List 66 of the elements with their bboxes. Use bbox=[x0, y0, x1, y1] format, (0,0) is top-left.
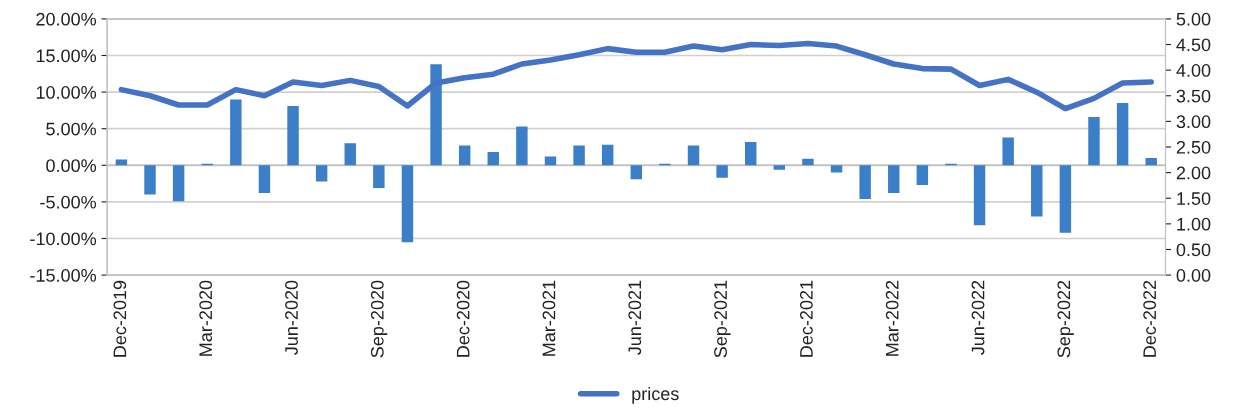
bar bbox=[745, 141, 757, 166]
y2-tick-label: 5.00 bbox=[1176, 12, 1211, 26]
x-tick-label: Jun-2022 bbox=[971, 280, 985, 355]
x-tick-label: Mar-2021 bbox=[542, 280, 556, 356]
x-tick-label: Dec-2021 bbox=[799, 280, 813, 357]
bar bbox=[1088, 116, 1100, 166]
bar bbox=[458, 145, 471, 166]
bar bbox=[172, 165, 185, 202]
legend-label: prices bbox=[632, 386, 679, 404]
bar bbox=[230, 99, 242, 166]
bar bbox=[1002, 137, 1014, 166]
bar bbox=[487, 152, 499, 166]
y-tick-label: -5.00% bbox=[40, 195, 97, 209]
y2-tick-label: 2.50 bbox=[1176, 140, 1211, 154]
y2-tick-label: 1.50 bbox=[1177, 192, 1211, 205]
x-tick-label: Jun-2021 bbox=[628, 280, 642, 355]
bar bbox=[144, 165, 156, 195]
y-tick-label: -15.00% bbox=[30, 269, 97, 282]
bar bbox=[573, 145, 585, 166]
bar bbox=[916, 165, 929, 186]
x-tick-label: Jun-2020 bbox=[285, 280, 298, 355]
x-tick-label: Mar-2020 bbox=[199, 280, 213, 356]
y2-tick-label: 0.50 bbox=[1176, 243, 1211, 257]
bar bbox=[773, 165, 786, 170]
bar bbox=[601, 144, 614, 166]
bar bbox=[401, 165, 414, 243]
bar bbox=[1145, 157, 1157, 166]
bar bbox=[258, 165, 271, 194]
bar bbox=[516, 126, 528, 166]
y2-tick-label: 0.00 bbox=[1176, 269, 1211, 282]
bar bbox=[287, 106, 299, 166]
bar bbox=[859, 165, 871, 199]
bar bbox=[830, 165, 843, 173]
bar bbox=[315, 165, 328, 182]
x-tick-label: Sep-2021 bbox=[714, 280, 731, 358]
x-tick-label: Dec-2019 bbox=[113, 280, 127, 357]
y-tick-label: -10.00% bbox=[30, 232, 97, 246]
bar bbox=[630, 165, 643, 180]
y-tick-label: 10.00% bbox=[36, 86, 97, 99]
bar bbox=[430, 64, 442, 166]
x-tick-label: Mar-2022 bbox=[885, 280, 899, 356]
bar bbox=[1031, 165, 1043, 217]
y-tick-label: 5.00% bbox=[46, 122, 97, 136]
y2-tick-label: 4.00 bbox=[1176, 64, 1211, 77]
y2-tick-label: 3.00 bbox=[1176, 115, 1211, 129]
x-tick-label: Sep-2020 bbox=[370, 280, 388, 358]
x-tick-label: Dec-2020 bbox=[456, 280, 470, 357]
bar bbox=[115, 159, 128, 166]
y-tick-label: 0.00% bbox=[46, 159, 97, 173]
y2-tick-label: 4.50 bbox=[1176, 38, 1211, 52]
bar bbox=[973, 165, 986, 226]
bar bbox=[716, 165, 728, 178]
y-tick-label: 20.00% bbox=[36, 12, 97, 26]
bar bbox=[1059, 165, 1072, 233]
x-tick-label: Dec-2022 bbox=[1143, 280, 1157, 357]
x-tick-label: Sep-2022 bbox=[1057, 280, 1074, 358]
bar bbox=[687, 145, 700, 166]
bar bbox=[1116, 103, 1129, 166]
bar bbox=[344, 143, 356, 166]
bar bbox=[802, 158, 814, 166]
bar bbox=[373, 165, 385, 188]
y-tick-label: 15.00% bbox=[36, 49, 97, 63]
y2-tick-label: 1.00 bbox=[1177, 217, 1211, 231]
y2-tick-label: 3.50 bbox=[1176, 89, 1211, 103]
y2-tick-label: 2.00 bbox=[1176, 166, 1211, 180]
bar bbox=[888, 165, 900, 194]
